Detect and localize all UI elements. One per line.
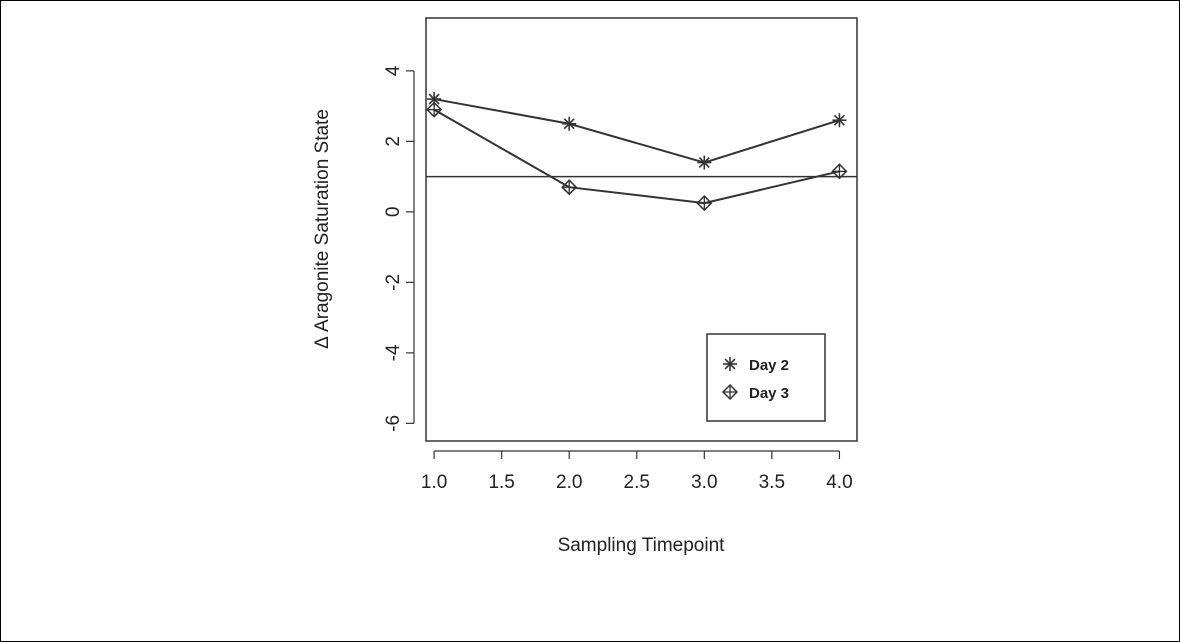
y-tick-label: 4 [383, 65, 404, 76]
x-tick-label: 1.0 [421, 472, 447, 493]
series-line-day-3 [433, 108, 840, 205]
y-tick-label: -2 [383, 274, 404, 291]
y-tick-label: 0 [383, 207, 404, 218]
legend-box [706, 333, 826, 422]
legend: Day 2 Day 3 [706, 333, 826, 422]
axes: 1.0 1.5 2.0 2.5 3.0 3.5 4.0 4 2 0 -2 -4 -6 [383, 65, 853, 493]
x-tick-label: 1.5 [488, 472, 514, 493]
series-layer [426, 92, 848, 212]
data-point-day-2 [562, 116, 577, 131]
plot-box [425, 17, 858, 442]
plot-area [425, 17, 858, 442]
x-tick-label: 4.0 [826, 472, 852, 493]
x-tick-label: 2.0 [556, 472, 582, 493]
x-tick-label: 3.0 [691, 472, 717, 493]
series-day-3 [426, 101, 848, 212]
data-point-day-3 [696, 195, 713, 212]
x-tick-label: 3.5 [759, 472, 785, 493]
data-point-day-2 [697, 155, 712, 170]
y-axis-label: Δ Aragonite Saturation State [312, 109, 333, 349]
data-point-day-3 [561, 179, 578, 196]
x-tick-label: 2.5 [624, 472, 650, 493]
data-point-day-3 [831, 163, 848, 180]
series-line-day-2 [433, 98, 840, 164]
x-axis-label: Sampling Timepoint [558, 535, 726, 556]
legend-label-day-3: Day 3 [749, 385, 789, 402]
y-tick-label: -4 [383, 344, 404, 361]
legend-marker-day-3 [721, 383, 739, 401]
data-point-day-3 [426, 101, 443, 118]
y-tick-label: 2 [383, 136, 404, 147]
y-tick-label: -6 [383, 415, 404, 432]
legend-marker-day-2 [723, 357, 737, 371]
data-point-day-2 [832, 113, 847, 128]
series-day-2 [427, 92, 847, 170]
legend-label-day-2: Day 2 [749, 357, 789, 374]
